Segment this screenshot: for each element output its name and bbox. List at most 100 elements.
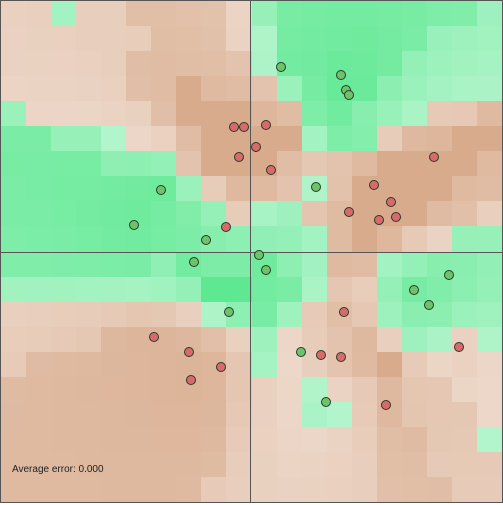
heatmap-cell <box>451 1 478 27</box>
heatmap-cell <box>1 226 27 253</box>
heatmap-cell <box>376 1 403 27</box>
heatmap-cell <box>51 51 78 78</box>
heatmap-cell <box>76 401 103 428</box>
heatmap-cell <box>401 51 428 78</box>
heatmap-cell <box>226 201 253 228</box>
negative-point <box>228 122 239 132</box>
heatmap-cell <box>476 251 502 278</box>
heatmap-cell <box>276 176 303 203</box>
heatmap-cell <box>51 401 78 428</box>
positive-point <box>253 249 264 260</box>
heatmap-cell <box>76 301 103 328</box>
negative-point <box>373 214 384 225</box>
heatmap-cell <box>476 101 502 128</box>
heatmap-cell <box>126 451 153 478</box>
heatmap-cell <box>101 26 128 53</box>
heatmap-cell <box>101 176 128 203</box>
heatmap-cell <box>251 326 278 353</box>
heatmap-cell <box>251 1 278 27</box>
heatmap-cell <box>1 401 27 428</box>
negative-point <box>343 207 354 217</box>
negative-point <box>391 212 401 222</box>
heatmap-cell <box>276 26 303 53</box>
negative-point <box>238 122 249 132</box>
heatmap-cell <box>1 351 27 378</box>
heatmap-cell <box>26 426 53 453</box>
heatmap-cell <box>376 101 403 128</box>
heatmap-cell <box>26 326 53 353</box>
heatmap-cell <box>251 226 278 253</box>
negative-point <box>316 349 326 360</box>
heatmap-cell <box>476 226 502 253</box>
heatmap-cell <box>51 226 78 253</box>
heatmap-cell <box>451 426 478 453</box>
heatmap-cell <box>351 451 378 478</box>
heatmap-cell <box>326 451 353 478</box>
heatmap-cell <box>101 476 128 502</box>
positive-point <box>261 264 271 275</box>
heatmap-cell <box>201 276 228 303</box>
heatmap-cell <box>301 76 328 103</box>
heatmap-cell <box>276 226 303 253</box>
heatmap-cell <box>51 151 78 178</box>
heatmap-cell <box>226 401 253 428</box>
heatmap-cell <box>401 126 428 153</box>
positive-point <box>188 257 199 267</box>
heatmap-cell <box>426 51 453 78</box>
heatmap-cell <box>126 176 153 203</box>
heatmap-cell <box>476 176 502 203</box>
heatmap-cell <box>476 451 502 478</box>
heatmap-cell <box>226 226 253 253</box>
heatmap-cell <box>351 376 378 403</box>
heatmap-cell <box>276 376 303 403</box>
heatmap-cell <box>126 226 153 253</box>
heatmap-cell <box>176 426 203 453</box>
heatmap-cell <box>26 151 53 178</box>
heatmap-cell <box>51 76 78 103</box>
heatmap-cell <box>426 101 453 128</box>
heatmap-cell <box>151 1 178 27</box>
positive-point <box>311 182 321 192</box>
heatmap-cell <box>26 301 53 328</box>
heatmap-cell <box>326 101 353 128</box>
heatmap-cell <box>151 201 178 228</box>
negative-point <box>261 119 271 130</box>
positive-point <box>423 299 434 310</box>
heatmap-cell <box>401 476 428 502</box>
heatmap-cell <box>151 451 178 478</box>
heatmap-cell <box>226 176 253 203</box>
heatmap-cell <box>376 376 403 403</box>
heatmap-cell <box>151 376 178 403</box>
heatmap-cell <box>426 401 453 428</box>
heatmap-cell <box>326 176 353 203</box>
heatmap-cell <box>201 401 228 428</box>
heatmap-cell <box>226 426 253 453</box>
heatmap-cell <box>426 76 453 103</box>
heatmap-cell <box>251 76 278 103</box>
heatmap-cell <box>426 426 453 453</box>
heatmap-cell <box>276 276 303 303</box>
positive-point <box>408 284 419 295</box>
heatmap-cell <box>51 101 78 128</box>
heatmap-cell <box>251 351 278 378</box>
heatmap-cell <box>351 301 378 328</box>
negative-point <box>381 399 391 410</box>
heatmap-cell <box>476 476 502 502</box>
heatmap-cell <box>26 101 53 128</box>
heatmap-cell <box>376 126 403 153</box>
heatmap-cell <box>376 251 403 278</box>
heatmap-cell <box>351 476 378 502</box>
heatmap-cell <box>301 151 328 178</box>
heatmap-cell <box>1 451 27 478</box>
heatmap-cell <box>1 276 27 303</box>
heatmap-cell <box>176 76 203 103</box>
heatmap-cell <box>451 201 478 228</box>
heatmap-cell <box>101 101 128 128</box>
heatmap-cell <box>351 51 378 78</box>
heatmap-cell <box>51 251 78 278</box>
heatmap-cell <box>351 101 378 128</box>
heatmap-cell <box>126 151 153 178</box>
heatmap-cell <box>451 476 478 502</box>
heatmap-cell <box>376 351 403 378</box>
